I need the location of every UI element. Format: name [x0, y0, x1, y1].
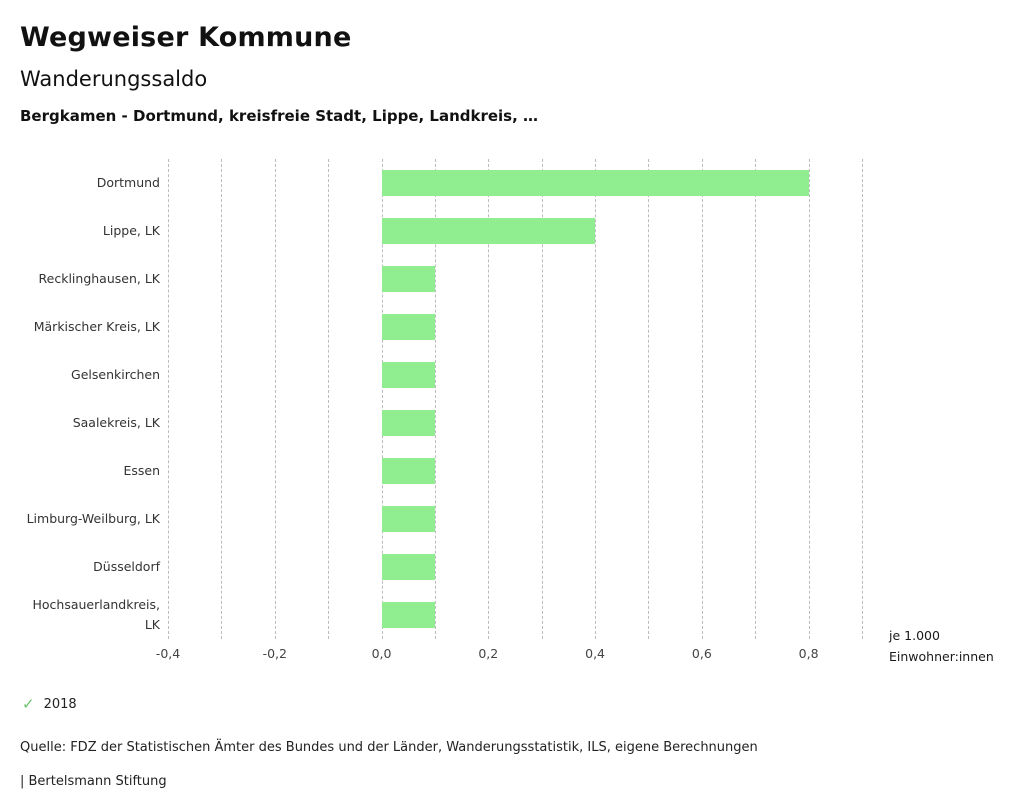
category-label: Hochsauerlandkreis, LK: [32, 597, 160, 632]
gridline: [381, 159, 383, 639]
legend-item-year[interactable]: 2018: [43, 697, 77, 712]
gridline: [595, 159, 597, 639]
bar: [381, 602, 435, 628]
gridline: [701, 159, 703, 639]
bar: [381, 218, 596, 244]
x-tick-label: 0,8: [798, 646, 819, 661]
chart-body: Dortmund Lippe, LK Recklinghausen, LK Märki…: [20, 159, 1004, 639]
gridline: [755, 159, 757, 639]
gridline: [221, 159, 223, 639]
gridline: [541, 159, 543, 639]
check-icon: ✓: [22, 695, 35, 713]
chart-selection-subtitle: Bergkamen - Dortmund, kreisfreie Stadt, …: [20, 107, 539, 125]
bar: [381, 506, 435, 532]
x-tick-label: 0,6: [691, 646, 712, 661]
category-label: Gelsenkirchen: [71, 367, 160, 382]
bar: [381, 266, 435, 292]
bar: [381, 170, 809, 196]
gridline: [808, 159, 810, 639]
bar: [381, 410, 435, 436]
bar: [381, 554, 435, 580]
bar-chart: Dortmund Lippe, LK Recklinghausen, LK Märki…: [20, 159, 1004, 664]
x-tick-label: 0,2: [478, 646, 499, 661]
branding-text: | Bertelsmann Stiftung: [20, 774, 167, 789]
x-tick-label: 0,0: [371, 646, 392, 661]
x-tick-label: 0,4: [585, 646, 606, 661]
category-label: Märkischer Kreis, LK: [33, 319, 160, 334]
gridline: [434, 159, 436, 639]
x-axis-unit-line-1: je 1.000: [889, 628, 940, 643]
gridline: [648, 159, 650, 639]
category-label: Essen: [123, 463, 160, 478]
category-label: Lippe, LK: [102, 223, 160, 238]
gridline: [488, 159, 490, 639]
category-label: Dortmund: [96, 175, 160, 190]
x-axis: -0,4 -0,2 0,0 0,2 0,4 0,6 0,8: [156, 639, 862, 663]
gridline: [862, 159, 863, 639]
category-label: Saalekreis, LK: [72, 415, 160, 430]
chart-title: Wanderungssaldo: [20, 67, 208, 91]
x-axis-unit-line-2: Einwohner:innen: [889, 649, 994, 665]
bar: [381, 362, 435, 388]
x-axis-unit-label: je 1.000 Einwohner:innen: [889, 625, 994, 668]
bar: [381, 314, 435, 340]
category-axis: Dortmund Lippe, LK Recklinghausen, LK Märki…: [20, 159, 160, 639]
category-label: Recklinghausen, LK: [38, 271, 160, 286]
gridline: [168, 159, 169, 639]
gridline: [274, 159, 276, 639]
source-note: Quelle: FDZ der Statistischen Ämter des …: [20, 740, 758, 755]
x-tick-label: -0,2: [262, 646, 287, 661]
category-label: Limburg-Weilburg, LK: [26, 511, 160, 526]
app-title: Wegweiser Kommune: [20, 22, 352, 53]
category-label: Düsseldorf: [93, 559, 160, 574]
bar: [381, 458, 435, 484]
gridline: [328, 159, 330, 639]
plot-area: [168, 159, 863, 639]
x-tick-label: -0,4: [155, 646, 181, 661]
legend: ✓ 2018: [22, 695, 1004, 713]
